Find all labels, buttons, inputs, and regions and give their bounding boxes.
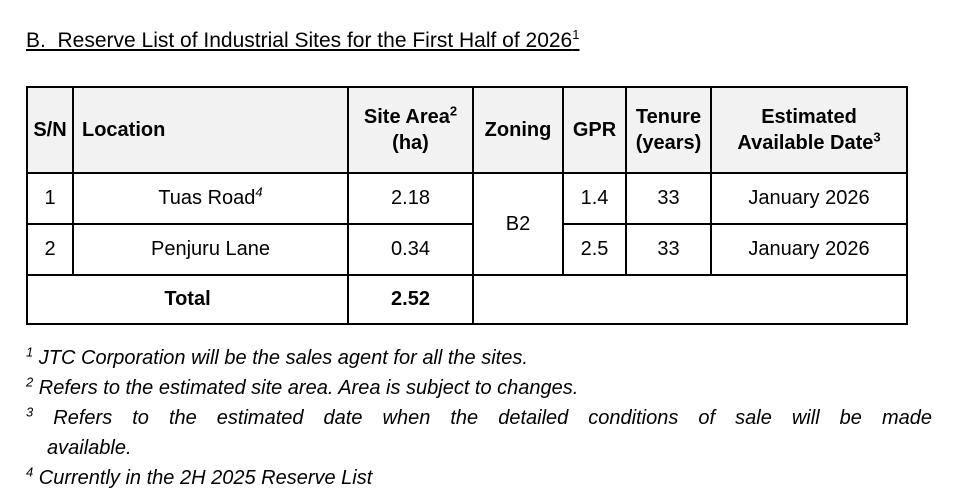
table-row: 2 Penjuru Lane 0.34 2.5 33 January 2026 <box>26 223 908 276</box>
cell-site-area: 2.18 <box>347 172 474 225</box>
cell-gpr: 2.5 <box>562 223 627 276</box>
column-header-location: Location <box>72 86 349 174</box>
reserve-sites-table: S/N Location Site Area2 (ha) Zoning GPR T… <box>26 86 908 325</box>
footnote-1: 1 JTC Corporation will be the sales agen… <box>26 344 528 369</box>
column-header-site-area: Site Area2 (ha) <box>347 86 474 174</box>
cell-zoning-merged: B2 <box>472 172 564 276</box>
cell-location: Tuas Road4 <box>72 172 349 225</box>
cell-location: Penjuru Lane <box>72 223 349 276</box>
total-site-area: 2.52 <box>347 274 474 325</box>
column-header-tenure: Tenure (years) <box>625 86 712 174</box>
cell-gpr: 1.4 <box>562 172 627 225</box>
column-header-estimated-date: Estimated Available Date3 <box>710 86 908 174</box>
cell-available-date: January 2026 <box>710 223 908 276</box>
page-title-text: B. Reserve List of Industrial Sites for … <box>26 29 573 52</box>
footnote-marker: 2 <box>26 374 34 390</box>
cell-sn: 2 <box>26 223 74 276</box>
site-area-footnote-ref: 2 <box>449 103 458 119</box>
table-header-row: S/N Location Site Area2 (ha) Zoning GPR T… <box>26 86 908 174</box>
page-title-footnote-ref: 1 <box>572 27 580 42</box>
cell-sn: 1 <box>26 172 74 225</box>
footnotes-section: 1 JTC Corporation will be the sales agen… <box>26 343 932 493</box>
total-label: Total <box>26 274 349 325</box>
table-total-row: Total 2.52 <box>26 274 908 325</box>
footnote-4: 4 Currently in the 2H 2025 Reserve List <box>26 464 373 489</box>
footnote-3: 3 Refers to the estimated date when the … <box>26 404 932 459</box>
estimated-date-footnote-ref: 3 <box>873 129 881 145</box>
footnote-2: 2 Refers to the estimated site area. Are… <box>26 374 579 399</box>
column-header-zoning: Zoning <box>472 86 564 174</box>
column-header-gpr: GPR <box>562 86 627 174</box>
cell-tenure: 33 <box>625 223 712 276</box>
cell-site-area: 0.34 <box>347 223 474 276</box>
footnote-marker: 3 <box>26 404 34 420</box>
column-header-sn: S/N <box>26 86 74 174</box>
footnote-marker: 1 <box>26 344 34 360</box>
cell-available-date: January 2026 <box>710 172 908 225</box>
location-footnote-ref: 4 <box>255 184 263 200</box>
page-title: B. Reserve List of Industrial Sites for … <box>26 28 957 53</box>
footnote-marker: 4 <box>26 464 34 480</box>
cell-tenure: 33 <box>625 172 712 225</box>
total-empty-cell <box>472 274 908 325</box>
table-row: 1 Tuas Road4 2.18 B2 1.4 33 January 2026 <box>26 172 908 276</box>
